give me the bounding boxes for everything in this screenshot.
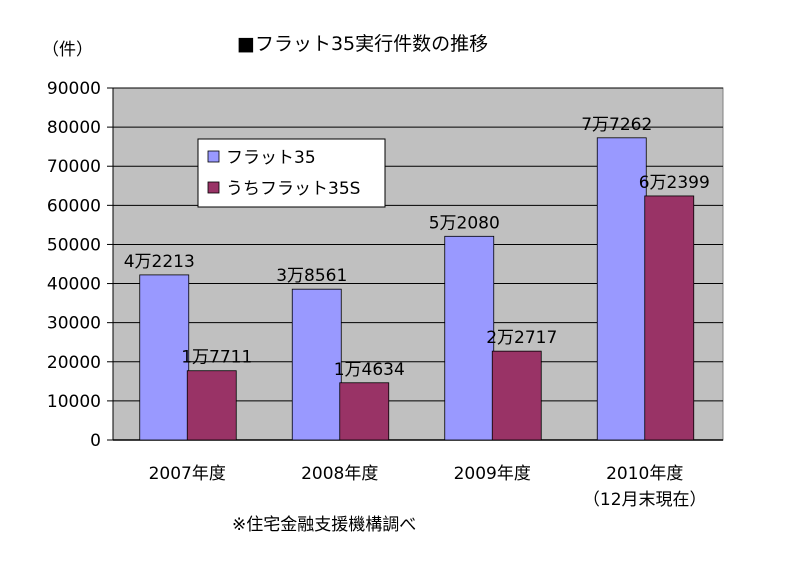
y-tick-label: 80000 [47,118,101,138]
y-tick-label: 30000 [47,314,101,334]
legend-label: フラット35 [226,148,316,168]
data-label: 6万2399 [639,173,710,193]
legend-swatch [207,181,220,194]
bar-flat35s [186,370,237,441]
y-tick-label: 60000 [47,196,101,216]
y-tick-label: 90000 [47,79,101,99]
x-tick-label: 2008年度 [301,464,378,484]
bars [139,137,695,441]
bar-flat35s [644,195,695,441]
bar-flat35 [139,274,190,441]
data-labels: 4万2213 1万7711 3万8561 1万4634 5万2080 2万2717 7万72… [124,115,710,380]
y-tick-label: 10000 [47,392,101,412]
data-label: 4万2213 [124,252,195,272]
y-axis-label: （件） [42,40,93,60]
x-tick-sublabel: （12月末現在） [583,490,707,510]
data-label: 3万8561 [276,266,347,286]
legend-label: うちフラット35S [226,179,360,199]
chart-title: ■フラット35実行件数の推移 [237,33,488,55]
x-tick-label: 2007年度 [149,464,226,484]
legend-box [197,138,386,208]
y-axis-ticks: 0 10000 20000 30000 40000 50000 60000 70000 8000… [47,79,101,451]
x-tick-label: 2010年度 [606,464,683,484]
y-tick-label: 40000 [47,275,101,295]
y-tick-label: 0 [90,431,101,451]
bar-flat35s [339,382,390,441]
bar-flat35 [596,137,647,441]
legend-swatch [207,150,220,163]
footnote: ※住宅金融支援機構調べ [232,515,416,535]
y-tick-label: 70000 [47,157,101,177]
bar-flat35s [491,350,542,441]
y-tick-label: 20000 [47,353,101,373]
data-label: 7万7262 [581,115,652,135]
x-tick-label: 2009年度 [454,464,531,484]
legend: フラット35 うちフラット35S [197,138,386,208]
data-label: 2万2717 [486,328,557,348]
x-axis-labels: 2007年度 2008年度 2009年度 2010年度 （12月末現在） [149,464,707,510]
bar-flat35 [444,235,495,441]
data-label: 5万2080 [429,213,500,233]
data-label: 1万7711 [181,348,252,368]
data-label: 1万4634 [334,360,405,380]
bar-flat35 [291,288,342,441]
y-tick-label: 50000 [47,235,101,255]
